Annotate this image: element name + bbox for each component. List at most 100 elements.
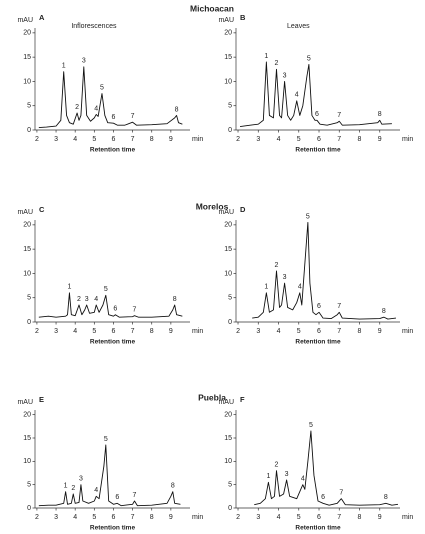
peak-label: 2 (275, 462, 279, 469)
peak-label: 3 (82, 58, 86, 65)
y-tick-label: 0 (228, 505, 232, 512)
x-tick-label: 8 (150, 328, 154, 335)
y-tick-label: 15 (23, 246, 31, 253)
panel-letter: F (240, 395, 245, 404)
y-tick-label: 15 (224, 435, 232, 442)
x-tick-label: 5 (92, 136, 96, 143)
x-unit: min (402, 328, 413, 335)
x-tick-label: 5 (92, 514, 96, 521)
panel-letter: E (39, 395, 44, 404)
peak-label: 1 (64, 483, 68, 490)
x-tick-label: 7 (131, 136, 135, 143)
x-tick-label: 4 (277, 328, 281, 335)
x-tick-label: 9 (169, 136, 173, 143)
panel-letter: B (240, 13, 246, 22)
peak-label: 3 (79, 476, 83, 483)
x-tick-label: 2 (236, 514, 240, 521)
x-tick-label: 9 (378, 136, 382, 143)
peak-label: 2 (77, 296, 81, 303)
x-tick-label: 5 (297, 514, 301, 521)
x-tick-label: 2 (35, 136, 39, 143)
x-tick-label: 8 (150, 514, 154, 521)
x-unit: min (192, 328, 203, 335)
y-axis-label: mAU (218, 17, 234, 24)
peak-label: 6 (315, 111, 319, 118)
x-tick-label: 3 (256, 514, 260, 521)
peak-label: 2 (75, 104, 79, 111)
y-tick-label: 20 (23, 412, 31, 419)
panel-letter: A (39, 13, 45, 22)
y-axis-label: mAU (17, 17, 33, 24)
x-tick-label: 4 (277, 514, 281, 521)
y-tick-label: 5 (228, 295, 232, 302)
trace (38, 444, 181, 507)
peak-label: 1 (264, 284, 268, 291)
x-tick-label: 9 (169, 328, 173, 335)
y-tick-label: 0 (27, 127, 31, 134)
peak-label: 7 (133, 307, 137, 314)
peak-label: 4 (301, 476, 305, 483)
x-tick-label: 4 (277, 136, 281, 143)
x-tick-label: 9 (169, 514, 173, 521)
x-axis-label: Retention time (90, 147, 136, 154)
peak-label: 6 (321, 494, 325, 501)
x-tick-label: 4 (73, 514, 77, 521)
x-tick-label: 5 (92, 328, 96, 335)
peak-label: 8 (384, 494, 388, 501)
peak-label: 5 (306, 213, 310, 220)
peak-label: 4 (94, 105, 98, 112)
peak-label: 4 (298, 284, 302, 291)
y-tick-label: 20 (224, 30, 232, 37)
peak-label: 6 (317, 303, 321, 310)
peak-label: 5 (100, 84, 104, 91)
x-tick-label: 8 (150, 136, 154, 143)
x-axis-label: Retention time (90, 525, 136, 532)
peak-label: 6 (112, 114, 116, 121)
peak-label: 7 (131, 113, 135, 120)
y-tick-label: 20 (224, 222, 232, 229)
peak-label: 1 (264, 53, 268, 60)
trace (252, 221, 397, 320)
y-tick-label: 10 (224, 78, 232, 85)
y-tick-label: 0 (27, 505, 31, 512)
peak-label: 5 (309, 422, 313, 429)
peak-label: 8 (378, 111, 382, 118)
peak-label: 8 (382, 308, 386, 315)
subtitle: Leaves (287, 23, 310, 30)
y-tick-label: 5 (27, 103, 31, 110)
y-tick-label: 5 (228, 103, 232, 110)
x-axis-label: Retention time (295, 525, 341, 532)
peak-label: 5 (104, 286, 108, 293)
y-tick-label: 5 (27, 295, 31, 302)
peak-label: 7 (133, 492, 137, 499)
peak-label: 8 (173, 296, 177, 303)
x-tick-label: 5 (297, 136, 301, 143)
y-axis-label: mAU (17, 209, 33, 216)
section-title: Puebla (198, 392, 226, 402)
x-tick-label: 6 (317, 136, 321, 143)
y-tick-label: 20 (23, 222, 31, 229)
y-tick-label: 10 (23, 78, 31, 85)
x-tick-label: 6 (112, 328, 116, 335)
peak-label: 1 (62, 63, 66, 70)
x-tick-label: 6 (317, 328, 321, 335)
x-unit: min (192, 136, 203, 143)
x-tick-label: 7 (337, 514, 341, 521)
trace (254, 430, 399, 506)
x-tick-label: 6 (112, 136, 116, 143)
x-tick-label: 5 (297, 328, 301, 335)
x-tick-label: 2 (236, 136, 240, 143)
x-unit: min (402, 514, 413, 521)
x-unit: min (192, 514, 203, 521)
panel-letter: D (240, 205, 246, 214)
peak-label: 1 (266, 473, 270, 480)
peak-label: 3 (283, 274, 287, 281)
trace (38, 292, 183, 318)
section-title: Michoacan (190, 3, 234, 13)
x-unit: min (402, 136, 413, 143)
y-axis-label: mAU (218, 209, 234, 216)
x-tick-label: 4 (73, 328, 77, 335)
section-title: Morelos (196, 201, 229, 211)
y-axis-label: mAU (17, 399, 33, 406)
